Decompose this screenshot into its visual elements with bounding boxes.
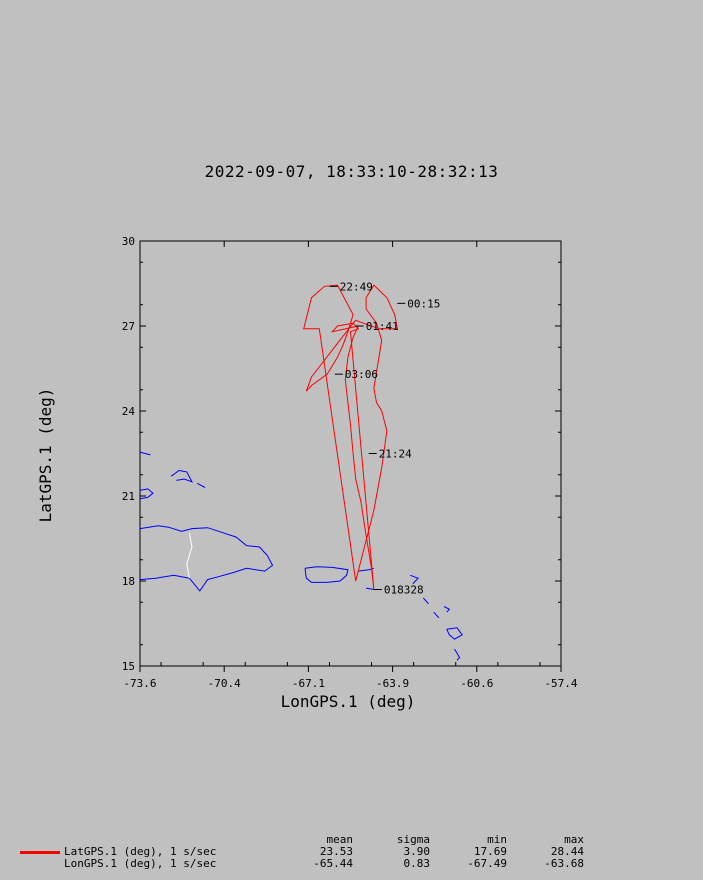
x-axis-label: LonGPS.1 (deg) xyxy=(281,692,416,711)
stats-row-lat: LatGPS.1 (deg), 1 s/sec 23.53 3.90 17.69… xyxy=(0,846,703,858)
stats-row-lon: LonGPS.1 (deg), 1 s/sec -65.44 0.83 -67.… xyxy=(0,858,703,870)
coastline-layer xyxy=(139,451,463,661)
stats-min: 17.69 xyxy=(473,845,507,858)
chart-title: 2022-09-07, 18:33:10-28:32:13 xyxy=(204,162,499,181)
y-axis-label: LatGPS.1 (deg) xyxy=(36,388,55,523)
axis-layer: -73.6 -70.4 -67.1 -63.9 -60.6 -57.4 15 18 21 24 27… xyxy=(122,235,578,690)
stats-mean: -65.44 xyxy=(313,857,353,870)
coastline xyxy=(433,611,440,619)
stats-header-sigma: sigma xyxy=(396,833,430,846)
annotation-label: 03:06 xyxy=(345,368,378,381)
stats-sigma: 3.90 xyxy=(403,845,431,858)
y-tick-label: 30 xyxy=(122,235,135,248)
series-line xyxy=(303,284,398,590)
stats-row-label: LatGPS.1 (deg), 1 s/sec xyxy=(64,845,217,858)
coastline xyxy=(304,566,349,583)
stats-header-mean: mean xyxy=(326,833,354,846)
annotation-label: 21:24 xyxy=(379,448,412,461)
stats-sigma: 0.83 xyxy=(403,857,431,870)
x-tick-label: -67.1 xyxy=(292,677,325,690)
stats-min: -67.49 xyxy=(467,857,507,870)
y-tick-label: 24 xyxy=(122,405,136,418)
coastline xyxy=(366,587,374,590)
annotation-label: 00:15 xyxy=(407,297,440,310)
coastline xyxy=(139,488,154,500)
plot-area xyxy=(139,240,562,667)
annotation-label: 22:49 xyxy=(340,280,373,293)
coastline xyxy=(454,648,461,661)
x-tick-label: -70.4 xyxy=(208,677,241,690)
x-tick-label: -73.6 xyxy=(123,677,156,690)
coastline xyxy=(139,525,274,592)
x-tick-label: -57.4 xyxy=(544,677,577,690)
stats-max: -63.68 xyxy=(544,857,584,870)
border-line xyxy=(186,532,193,579)
annotation-label: 018328 xyxy=(384,584,424,597)
y-tick-label: 18 xyxy=(122,575,135,588)
y-tick-label: 21 xyxy=(122,490,135,503)
legend-swatch-red xyxy=(20,851,60,854)
stats-header-max: max xyxy=(564,833,584,846)
annotation-layer: 22:49 00:15 01:41 03:06 21:24 018328 xyxy=(329,280,440,597)
statistics-table: mean sigma min max LatGPS.1 (deg), 1 s/s… xyxy=(0,834,703,870)
stats-max: 28.44 xyxy=(550,845,584,858)
y-tick-label: 27 xyxy=(122,320,135,333)
coastline xyxy=(170,469,194,483)
annotation-label: 01:41 xyxy=(366,320,399,333)
stats-mean: 23.53 xyxy=(319,845,353,858)
x-tick-label: -63.9 xyxy=(376,677,409,690)
x-tick-label: -60.6 xyxy=(460,677,493,690)
stats-header-row: mean sigma min max xyxy=(0,834,703,846)
coastline xyxy=(443,606,451,613)
stats-row-label: LonGPS.1 (deg), 1 s/sec xyxy=(64,857,217,870)
track-layer xyxy=(303,284,398,590)
stats-header-min: min xyxy=(487,833,507,846)
coastline xyxy=(410,574,419,585)
coastline xyxy=(446,627,463,640)
coastline xyxy=(196,482,206,488)
coastline xyxy=(139,451,151,456)
coastline xyxy=(422,597,429,605)
y-tick-label: 15 xyxy=(122,660,135,673)
